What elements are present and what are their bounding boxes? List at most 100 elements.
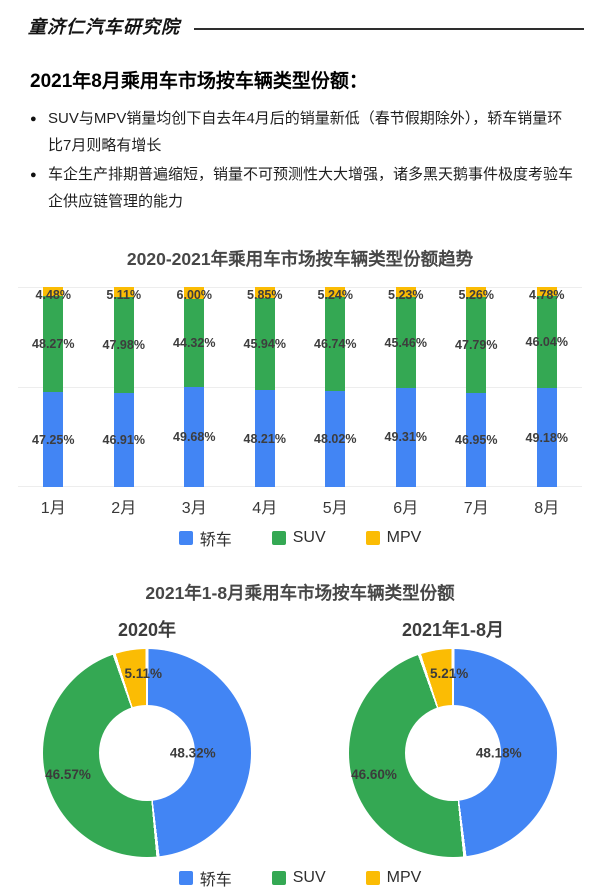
legend-item-mpv: MPV <box>365 866 422 890</box>
legend-swatch-icon <box>271 870 286 885</box>
suv-slice-label: 46.57% <box>45 767 91 783</box>
legend-swatch-icon <box>365 870 380 885</box>
bar-column: 5.11% 47.98% 46.91% <box>89 286 160 487</box>
legend-item-mpv: MPV <box>365 526 422 550</box>
bar-column: 5.85% 45.94% 48.21% <box>230 286 301 487</box>
bar <box>325 286 346 487</box>
brand-logo: 童济仁汽车研究院 <box>28 17 180 37</box>
bar-segment-mpv <box>325 286 346 298</box>
sedan-value-label: 49.68% <box>173 430 216 445</box>
bar-segment-suv <box>536 296 557 389</box>
legend-item-suv: SUV <box>271 526 326 550</box>
bar-segment-sedan <box>466 392 487 487</box>
bar-segment-sedan <box>325 390 346 487</box>
legend-label: 轿车 <box>199 871 232 889</box>
legend-item-suv: SUV <box>271 866 326 890</box>
gridline-50 <box>18 386 582 388</box>
sedan-value-label: 47.25% <box>32 432 75 447</box>
gridline-0 <box>18 485 582 487</box>
bar-chart-legend: 轿车 SUV MPV <box>0 526 600 550</box>
mpv-value-label: 6.00% <box>176 287 212 302</box>
sedan-value-label: 46.91% <box>102 432 145 447</box>
summary-bullet-list: SUV与MPV销量均创下自去年4月后的销量新低（春节假期除外），轿车销量环比7月… <box>30 106 574 216</box>
donut-subtitle: 2021年1-8月 <box>401 619 505 640</box>
x-axis-label: 6月 <box>393 499 419 517</box>
sedan-value-label: 46.95% <box>455 432 498 447</box>
bar-segment-sedan <box>43 392 64 487</box>
suv-value-label: 44.32% <box>173 336 216 351</box>
sedan-slice-label: 48.32% <box>169 745 216 761</box>
mpv-value-label: 5.24% <box>317 287 353 302</box>
bar <box>466 286 487 487</box>
bar-segment-mpv <box>113 286 134 297</box>
bar-segment-sedan <box>254 390 275 487</box>
bar-column: 5.23% 45.46% 49.31% <box>371 286 442 487</box>
bullet-item: 车企生产排期普遍缩短，销量不可预测性大大增强，诸多黑天鹅事件极度考验车企供应链管… <box>30 162 574 215</box>
mpv-value-label: 5.23% <box>388 287 424 302</box>
bar-segment-sedan <box>113 392 134 487</box>
bar-segment-mpv <box>184 286 205 299</box>
bar <box>184 286 205 487</box>
mpv-value-label: 5.85% <box>247 287 283 302</box>
x-axis-label: 3月 <box>181 499 207 517</box>
x-axis-label: 5月 <box>322 499 348 517</box>
donut-chart-row: 2020年 48.32% 46.57% 5.11% 2021年1-8月 48.18%… <box>0 616 600 857</box>
bar-column: 5.24% 46.74% 48.02% <box>300 286 371 487</box>
suv-value-label: 45.94% <box>243 337 286 352</box>
bar-segment-suv <box>184 298 205 388</box>
bar-segment-suv <box>395 297 416 389</box>
donut-chart-title: 2021年1-8月乘用车市场按车辆类型份额 <box>145 582 455 603</box>
legend-label: MPV <box>386 528 422 546</box>
page-header: 童济仁汽车研究院 <box>0 0 600 39</box>
x-axis-label: 4月 <box>252 499 278 517</box>
mpv-slice-label: 5.21% <box>430 665 469 681</box>
bar-columns: 4.48% 48.27% 47.25% 5.11% 47.98% 46.91% 6.00% 4… <box>18 286 583 487</box>
suv-slice-label: 46.60% <box>351 767 397 783</box>
header-divider-line <box>194 28 584 30</box>
page-title: 2021年8月乘用车市场按车辆类型份额： <box>30 71 368 92</box>
bullet-item: SUV与MPV销量均创下自去年4月后的销量新低（春节假期除外），轿车销量环比7月… <box>30 106 574 159</box>
bar-segment-suv <box>43 295 64 393</box>
bar <box>254 286 275 487</box>
bar-column: 5.26% 47.79% 46.95% <box>441 286 512 487</box>
bar-segment-suv <box>113 296 134 393</box>
x-axis-label: 8月 <box>534 499 560 517</box>
bar-column: 4.78% 46.04% 49.18% <box>512 286 583 487</box>
stacked-bar-chart: 4.48% 48.27% 47.25% 5.11% 47.98% 46.91% 6.00% 4… <box>18 286 583 487</box>
bar-segment-suv <box>254 298 275 391</box>
suv-value-label: 47.79% <box>455 338 498 353</box>
legend-swatch-icon <box>271 530 286 545</box>
bar-segment-suv <box>325 297 346 391</box>
donut-chart-2020: 2020年 48.32% 46.57% 5.11% <box>5 616 289 857</box>
mpv-value-label: 4.48% <box>35 287 71 302</box>
bar-segment-mpv <box>466 286 487 298</box>
bar-segment-sedan <box>184 387 205 487</box>
bar-segment-mpv <box>536 286 557 297</box>
sedan-slice-label: 48.18% <box>475 745 522 761</box>
legend-label: MPV <box>386 868 422 886</box>
legend-swatch-icon <box>178 530 193 545</box>
bar <box>536 286 557 487</box>
bar-segment-mpv <box>254 286 275 299</box>
sedan-value-label: 48.21% <box>243 431 286 446</box>
bar-chart-title: 2020-2021年乘用车市场按车辆类型份额趋势 <box>126 248 474 269</box>
legend-item-sedan: 轿车 <box>178 526 232 550</box>
suv-value-label: 48.27% <box>32 336 75 351</box>
mpv-slice-label: 5.11% <box>124 665 163 681</box>
legend-swatch-icon <box>178 870 193 885</box>
gridline-100 <box>18 286 582 288</box>
bar <box>395 286 416 487</box>
bar-segment-mpv <box>395 286 416 298</box>
x-axis-label: 1月 <box>40 499 66 517</box>
bar <box>43 286 64 487</box>
donut-ring: 48.32% 46.57% 5.11% <box>43 648 251 857</box>
mpv-value-label: 4.78% <box>529 287 565 302</box>
bar-segment-sedan <box>536 388 557 487</box>
donut-ring: 48.18% 46.60% 5.21% <box>349 648 557 857</box>
sedan-value-label: 49.18% <box>525 430 568 445</box>
suv-value-label: 46.74% <box>314 336 357 351</box>
donut-chart-2021: 2021年1-8月 48.18% 46.60% 5.21% <box>311 616 595 857</box>
legend-label: 轿车 <box>199 531 232 549</box>
x-axis-label: 2月 <box>111 499 137 517</box>
bar-segment-sedan <box>395 388 416 487</box>
